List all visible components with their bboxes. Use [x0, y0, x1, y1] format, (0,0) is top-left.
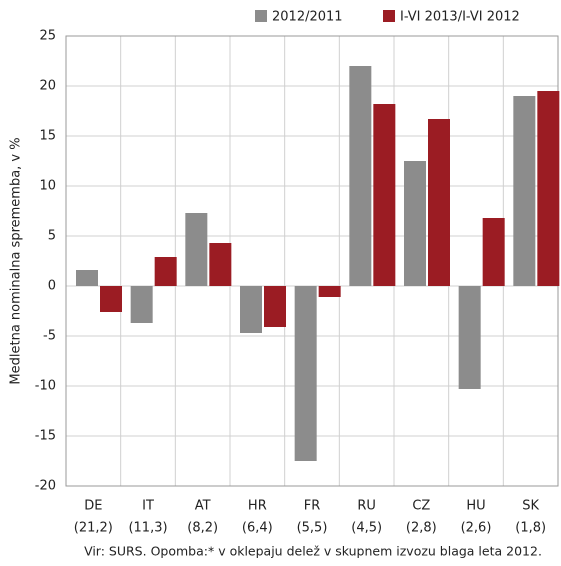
x-tick-label: FR: [304, 499, 321, 514]
bar: [349, 66, 372, 286]
bar: [428, 119, 450, 286]
x-tick-label: HU: [466, 499, 485, 514]
x-tick-label: HR: [248, 499, 267, 514]
bar: [513, 96, 536, 286]
bar: [209, 243, 232, 286]
y-tick-label: 20: [39, 79, 56, 94]
bar: [458, 286, 481, 389]
x-tick-label: DE: [84, 499, 102, 514]
y-tick-label: 5: [48, 229, 56, 244]
y-tick-label: 15: [39, 129, 56, 144]
bar: [154, 257, 177, 286]
bar: [482, 218, 505, 286]
bar: [185, 213, 208, 286]
x-tick-note: (4,5): [351, 521, 382, 536]
x-tick-note: (1,8): [515, 521, 546, 536]
legend-swatch: [255, 10, 267, 22]
x-tick-label: AT: [195, 499, 211, 514]
bar: [404, 161, 426, 286]
legend-label: 2012/2011: [272, 10, 343, 25]
x-tick-label: SK: [522, 499, 539, 514]
legend-label: I-VI 2013/I-VI 2012: [400, 10, 520, 25]
x-tick-note: (2,6): [461, 521, 492, 536]
y-tick-label: 10: [39, 179, 56, 194]
x-tick-label: RU: [357, 499, 376, 514]
bar: [294, 286, 317, 461]
bar: [240, 286, 262, 333]
x-tick-note: (8,2): [187, 521, 218, 536]
bar: [318, 286, 341, 297]
y-tick-label: -20: [35, 479, 56, 494]
x-tick-label: CZ: [412, 499, 430, 514]
note: Vir: SURS. Opomba:* v oklepaju delež v s…: [84, 544, 542, 559]
bar: [76, 270, 98, 286]
y-tick-label: 0: [48, 279, 56, 294]
bar: [537, 91, 560, 286]
y-tick-label: 25: [39, 29, 56, 44]
bar: [100, 286, 122, 312]
x-tick-note: (5,5): [297, 521, 328, 536]
x-tick-note: (2,8): [406, 521, 437, 536]
x-tick-note: (21,2): [74, 521, 113, 536]
x-tick-note: (11,3): [128, 521, 167, 536]
x-tick-note: (6,4): [242, 521, 273, 536]
bar: [373, 104, 396, 286]
legend-swatch: [383, 10, 395, 22]
bar: [264, 286, 286, 327]
y-axis-title: Medletna nominalna sprememba, v %: [9, 137, 24, 384]
y-tick-label: -10: [35, 379, 56, 394]
bar: [130, 286, 153, 323]
y-tick-label: -15: [35, 429, 56, 444]
y-tick-label: -5: [43, 329, 56, 344]
x-tick-label: IT: [142, 499, 154, 514]
